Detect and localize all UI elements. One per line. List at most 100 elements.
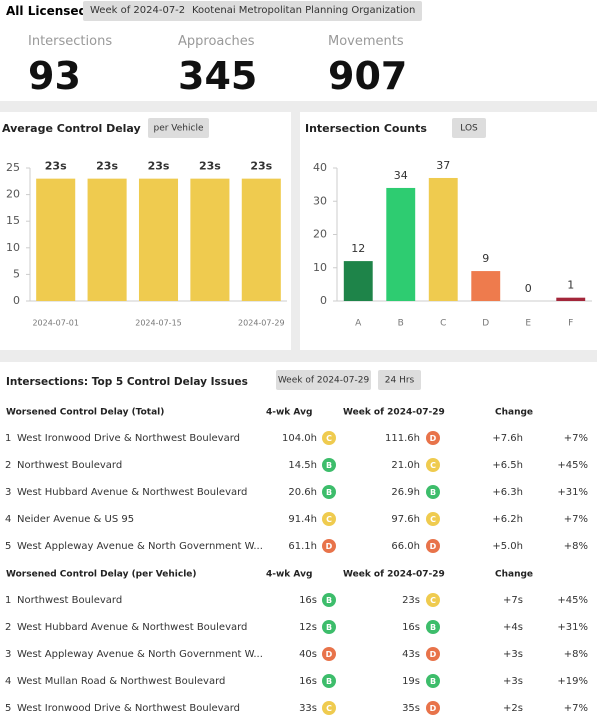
change-percent: +8% (564, 649, 588, 660)
grade-badge (426, 539, 440, 553)
grade-label: C (326, 704, 332, 713)
change-value: +6.3h (492, 487, 523, 498)
change-value: +3s (503, 649, 523, 660)
week-value: 111.6h (385, 433, 420, 444)
bar (386, 187, 416, 301)
y-tick-label: 0 (320, 294, 327, 307)
value-label: 23s (148, 160, 170, 173)
chip-label[interactable]: Week of 2024-07-29 (278, 376, 370, 386)
table-title: Intersections: Top 5 Control Delay Issue… (6, 376, 248, 388)
x-tick-label: B (398, 319, 404, 329)
intersection-name: West Hubbard Avenue & Northwest Boulevar… (17, 487, 247, 498)
grade-badge (322, 485, 336, 499)
kpi-value: 93 (28, 54, 81, 98)
chart-title: Intersection Counts (305, 122, 427, 135)
rank: 4 (5, 514, 11, 525)
intersection-name: Northwest Boulevard (17, 460, 122, 471)
grade-badge (322, 701, 336, 715)
column-header: Worsened Control Delay (per Vehicle) (6, 570, 197, 580)
chip[interactable] (378, 370, 421, 390)
intersection-name: Northwest Boulevard (17, 595, 122, 606)
grade-label: D (326, 542, 333, 551)
avg-value: 16s (299, 595, 317, 606)
week-value: 16s (402, 622, 420, 633)
change-value: +5.0h (492, 541, 523, 552)
intersection-name: West Appleway Avenue & North Government … (17, 649, 263, 660)
grade-label: D (430, 434, 437, 443)
x-tick-label: E (525, 319, 531, 329)
change-value: +2s (503, 703, 523, 714)
avg-value: 91.4h (288, 514, 317, 525)
column-header: Worsened Control Delay (Total) (6, 408, 164, 418)
rank: 2 (5, 622, 11, 633)
grade-label: C (430, 515, 436, 524)
avg-value: 40s (299, 649, 317, 660)
grade-badge (426, 593, 440, 607)
grade-badge (322, 458, 336, 472)
y-tick-label: 20 (313, 228, 327, 241)
value-label: 23s (45, 160, 67, 173)
chip[interactable] (276, 370, 371, 390)
kpi-label: Movements (328, 34, 404, 49)
intersection-name: West Appleway Avenue & North Government … (17, 541, 263, 552)
grade-badge (426, 647, 440, 661)
week-value: 26.9h (391, 487, 420, 498)
chip[interactable]: Week of 2024-07-29 (83, 1, 199, 21)
bar (36, 178, 76, 301)
value-label: 37 (436, 159, 450, 172)
change-percent: +45% (557, 595, 588, 606)
week-value: 43s (402, 649, 420, 660)
bar (428, 177, 458, 301)
value-label: 34 (394, 169, 408, 182)
chip[interactable] (452, 118, 486, 138)
change-value: +7.6h (492, 433, 523, 444)
grade-label: D (430, 542, 437, 551)
rank: 5 (5, 703, 11, 714)
grade-label: C (430, 461, 436, 470)
rank: 4 (5, 676, 11, 687)
grade-badge (322, 593, 336, 607)
chip-label[interactable]: LOS (460, 124, 478, 134)
x-tick-label: 2024-07-29 (238, 319, 285, 328)
change-value: +4s (503, 622, 523, 633)
chip[interactable] (148, 118, 209, 138)
avg-value: 104.0h (282, 433, 317, 444)
avg-value: 33s (299, 703, 317, 714)
change-percent: +45% (557, 460, 588, 471)
x-tick-label: F (568, 319, 573, 329)
chip-label[interactable]: per Vehicle (154, 124, 204, 134)
y-tick-label: 5 (13, 267, 20, 280)
bar (471, 271, 501, 301)
y-tick-label: 0 (13, 294, 20, 307)
chip-label[interactable]: 24 Hrs (385, 376, 415, 386)
x-tick-label: A (355, 319, 362, 329)
chip[interactable]: Kootenai Metropolitan Planning Organizat… (185, 1, 423, 21)
x-tick-label: C (440, 319, 446, 329)
intersection-name: West Ironwood Drive & Northwest Boulevar… (17, 433, 240, 444)
grade-label: B (326, 461, 332, 470)
grade-label: B (430, 488, 436, 497)
grade-badge (426, 485, 440, 499)
kpi-label: Intersections (28, 34, 113, 49)
value-label: 1 (567, 279, 574, 292)
grade-label: C (326, 515, 332, 524)
chart-panel: Intersection Counts LOS 0 10 20 30 40 12 A 34 B 37 C… (300, 112, 597, 350)
grade-badge (426, 512, 440, 526)
change-percent: +31% (557, 487, 588, 498)
value-label: 23s (199, 160, 221, 173)
value-label: 23s (250, 160, 272, 173)
summary-panel: All Licensed Week of 2024-07-29 Kootenai… (0, 0, 597, 101)
y-tick-label: 20 (6, 188, 20, 201)
change-value: +6.2h (492, 514, 523, 525)
x-tick-label: D (482, 319, 489, 329)
rank: 2 (5, 460, 11, 471)
value-label: 12 (351, 242, 365, 255)
grade-badge (322, 512, 336, 526)
intersection-name: West Hubbard Avenue & Northwest Boulevar… (17, 622, 247, 633)
grade-label: B (430, 677, 436, 686)
kpi-value: 345 (178, 54, 258, 98)
column-header: Week of 2024-07-29 (343, 570, 445, 580)
week-value: 97.6h (391, 514, 420, 525)
chart: Average Control Delay per Vehicle 0 5 10 15 20… (2, 118, 287, 328)
